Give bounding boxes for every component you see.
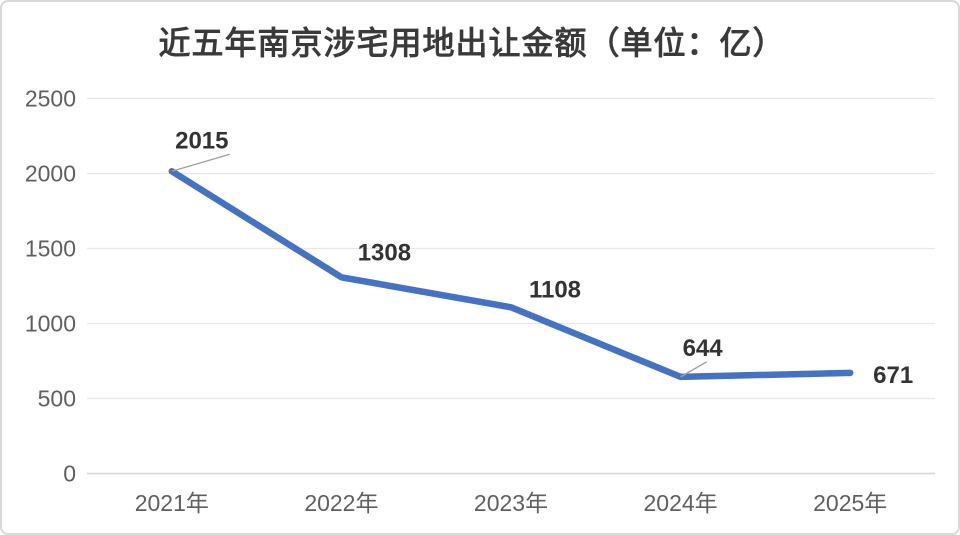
leader-line: [171, 153, 230, 172]
y-tick-label: 1500: [25, 236, 76, 262]
x-tick-label: 2025年: [813, 490, 887, 516]
y-tick-label: 1000: [25, 311, 76, 337]
data-point-label: 1308: [358, 239, 411, 266]
leader-line: [680, 361, 707, 378]
x-tick-label: 2022年: [304, 490, 378, 516]
x-tick-label: 2024年: [644, 490, 718, 516]
x-tick-label: 2021年: [135, 490, 209, 516]
data-point-label: 644: [683, 335, 724, 362]
data-point-label: 2015: [175, 127, 228, 154]
x-tick-label: 2023年: [474, 490, 548, 516]
y-tick-label: 2500: [25, 86, 76, 112]
y-tick-label: 500: [38, 386, 76, 412]
y-tick-label: 2000: [25, 161, 76, 187]
y-tick-label: 0: [63, 461, 76, 487]
data-point-label: 1108: [529, 276, 581, 303]
chart-title: 近五年南京涉宅用地出让金额（单位：亿）: [158, 25, 786, 61]
series-line: [168, 168, 854, 381]
data-point-label: 671: [873, 362, 913, 389]
